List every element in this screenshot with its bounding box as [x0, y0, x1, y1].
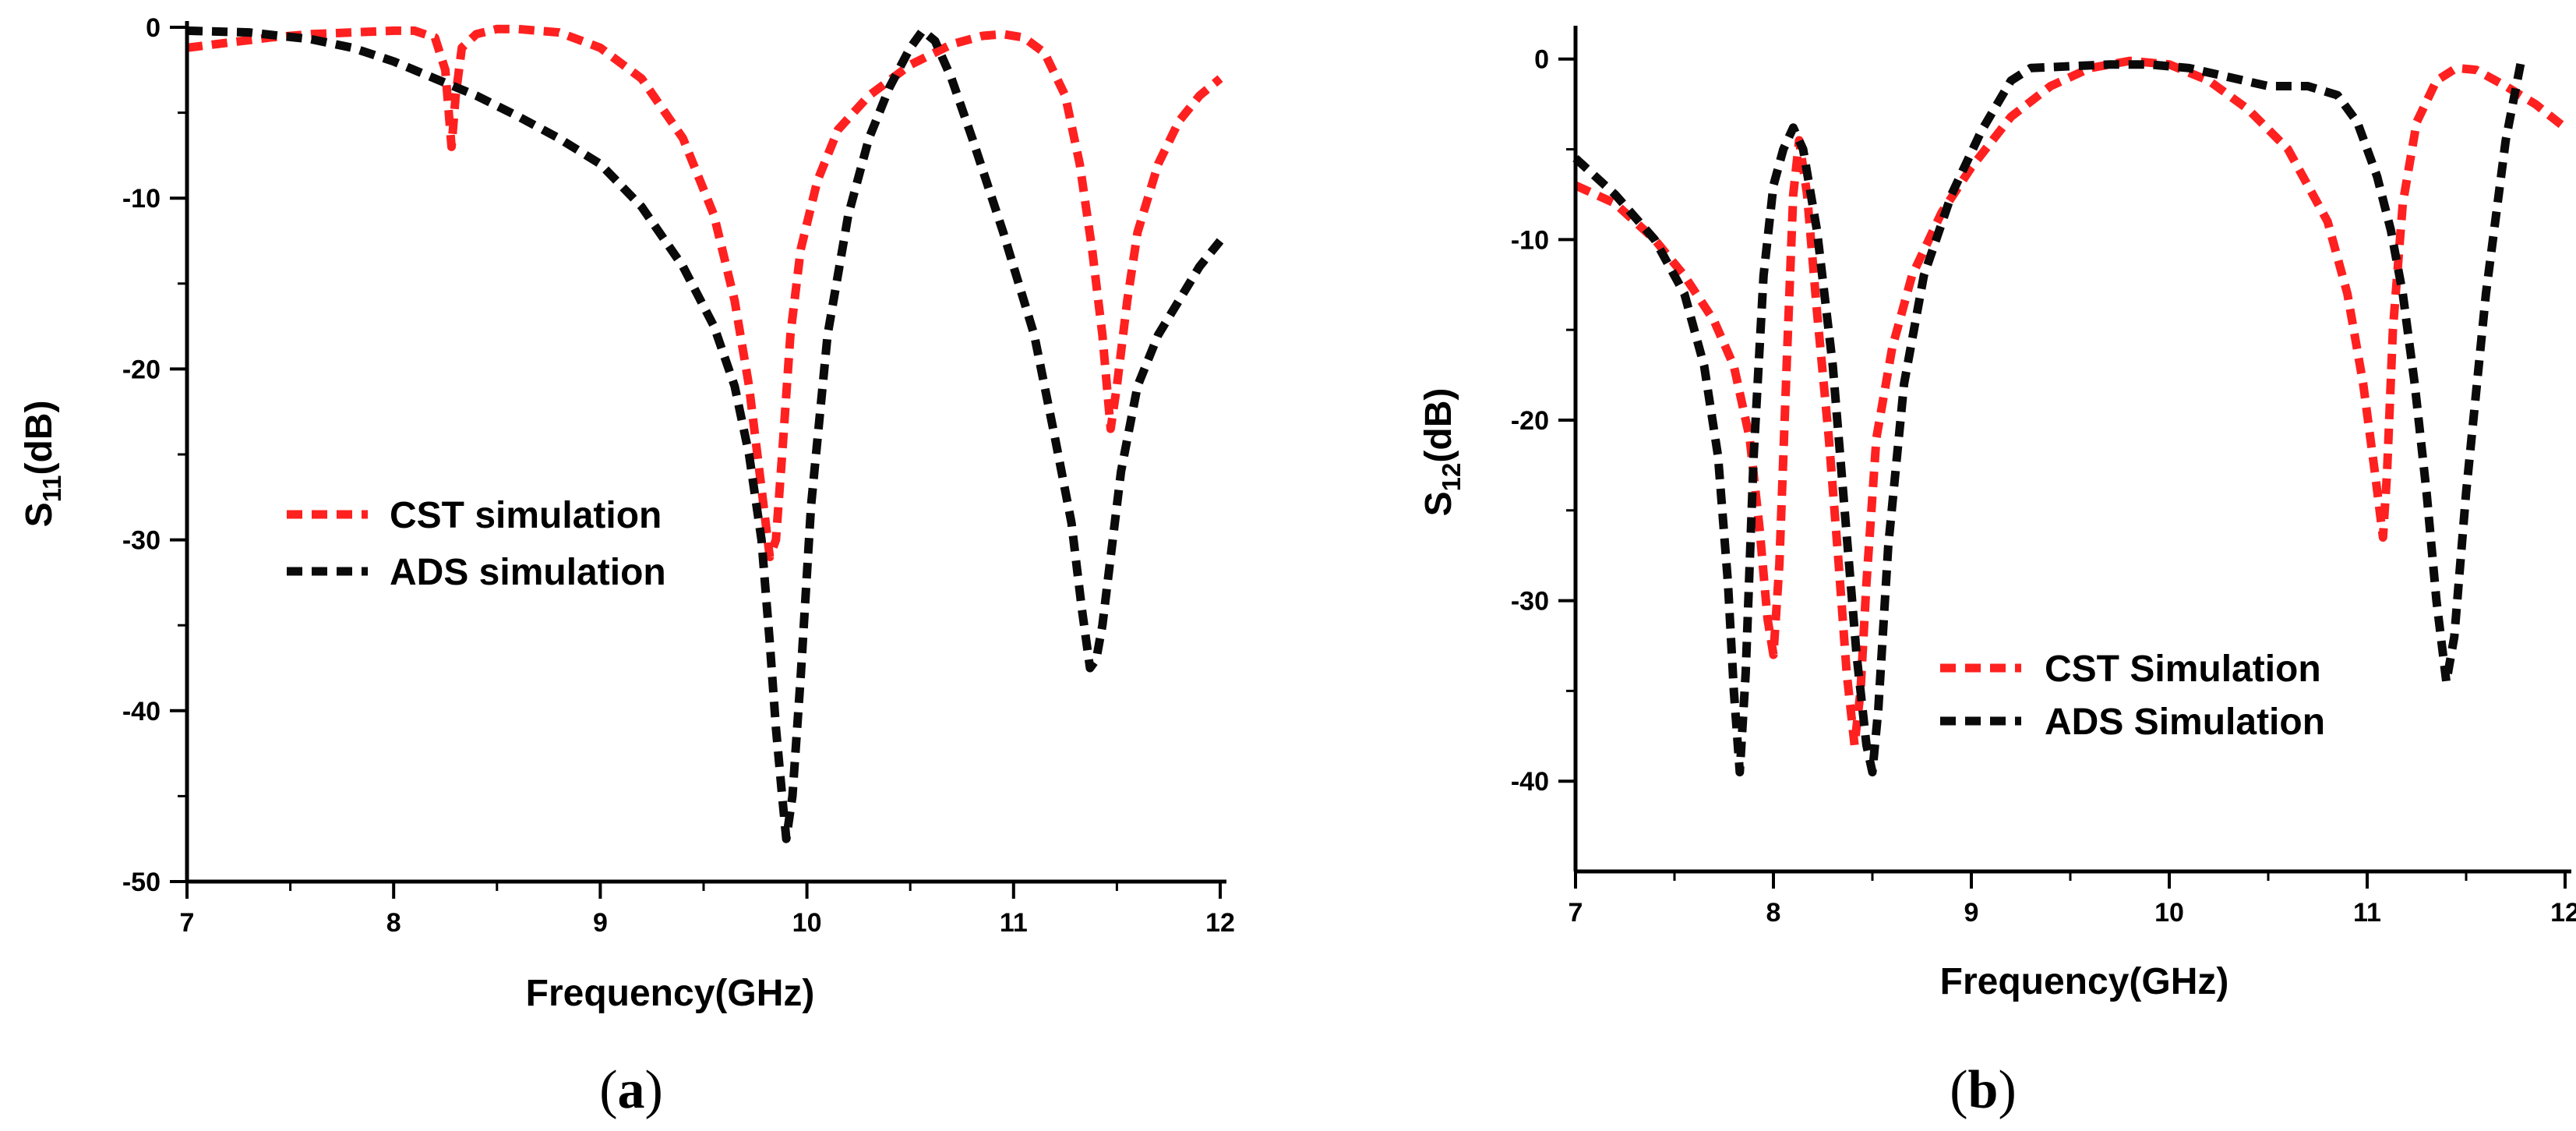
panel-a-caption-open: (	[599, 1060, 617, 1120]
panel-a-y-tick-label: -20	[122, 355, 161, 384]
panel-b-x-tick-label: 9	[1964, 898, 1979, 928]
panel-a-series-cst-line	[186, 24, 1223, 561]
panel-b-series-ads-line	[1572, 58, 2526, 777]
panel-a-x-tick-label: 7	[180, 908, 195, 938]
panel-a-caption-letter: a	[618, 1060, 645, 1120]
panel-b-y-axis-title-subscript: 12	[1437, 463, 1466, 492]
panel-b-series-cst-line	[1573, 56, 2568, 750]
panel-b-y-axis-title-unit: (dB)	[1418, 388, 1459, 463]
panel-b-legend: CST Simulation ADS Simulation	[1940, 649, 2325, 743]
panel-a-x-tick-label: 11	[1000, 908, 1028, 938]
panel-a-tick-layer: 7 8 9 10 11 12 0 -10 -20 -30 -40 -50	[122, 13, 1235, 938]
panel-a-legend-label-cst: CST simulation	[390, 495, 662, 536]
panel-b-y-axis-title: S12(dB)	[1418, 388, 1466, 517]
panel-b-series-layer	[1572, 56, 2568, 777]
panel-a-x-tick-label: 9	[593, 908, 608, 938]
panel-b-y-axis-title-main: S	[1418, 491, 1459, 516]
panel-a-y-axis-title-unit: (dB)	[19, 401, 60, 475]
panel-b-x-tick-label: 10	[2154, 898, 2184, 928]
panel-a-x-axis-title: Frequency(GHz)	[526, 973, 815, 1014]
panel-b-caption: (b)	[1950, 1060, 2017, 1120]
panel-a-caption-close: )	[645, 1060, 663, 1120]
panel-a-y-axis-title-subscript: 11	[37, 475, 66, 503]
panel-a-legend: CST simulation ADS simulation	[287, 495, 666, 593]
panel-b-y-tick-label: -30	[1511, 587, 1549, 617]
panel-b-x-axis-title: Frequency(GHz)	[1940, 961, 2229, 1002]
panel-b-chart: 7 8 9 10 11 120-10-20-30-40 Frequency(GHz) S1…	[1418, 26, 2576, 1120]
panel-a-x-tick-label: 10	[792, 908, 822, 938]
panel-b-caption-letter: b	[1968, 1060, 1999, 1120]
panel-b-y-tick-label: 0	[1534, 45, 1549, 75]
panel-b-x-tick-label: 8	[1766, 898, 1781, 928]
panel-a-series-ads-line	[186, 26, 1224, 843]
panel-a-y-tick-label: -40	[122, 697, 161, 726]
panel-a-caption: (a)	[599, 1060, 663, 1120]
panel-a-y-tick-label: -10	[122, 184, 161, 214]
panel-b-y-tick-label: -10	[1511, 225, 1549, 255]
panel-a-y-tick-label: 0	[146, 13, 161, 43]
panel-a-chart: 7 8 9 10 11 12 0 -10 -20 -30 -40 -50 Frequency(GHz)…	[19, 13, 1235, 1120]
panel-a-series-layer	[186, 24, 1224, 843]
panel-b-legend-label-ads: ADS Simulation	[2045, 702, 2325, 743]
panel-b-y-tick-label: -20	[1511, 406, 1549, 436]
panel-a-y-tick-label: -30	[122, 526, 161, 556]
panel-b-x-tick-label: 12	[2550, 898, 2576, 928]
panel-b-caption-close: )	[1998, 1060, 2016, 1120]
panel-a-y-axis-title-main: S	[19, 502, 60, 527]
panel-b-x-tick-label: 11	[2353, 898, 2381, 928]
panel-b-caption-open: (	[1950, 1060, 1967, 1120]
panel-a-x-tick-label: 12	[1205, 908, 1235, 938]
panel-a-y-tick-label: -50	[122, 868, 161, 897]
panel-a-x-tick-label: 8	[386, 908, 401, 938]
panel-b-y-tick-label: -40	[1511, 767, 1549, 797]
panel-a-legend-label-ads: ADS simulation	[390, 552, 666, 593]
panel-b-tick-layer: 7 8 9 10 11 12 0 -10 -20 -30 -40	[1511, 45, 2576, 928]
panel-b-x-tick-label: 7	[1569, 898, 1583, 928]
panel-a-y-axis-title: S11(dB)	[19, 401, 66, 528]
panel-b-legend-label-cst: CST Simulation	[2045, 649, 2321, 690]
